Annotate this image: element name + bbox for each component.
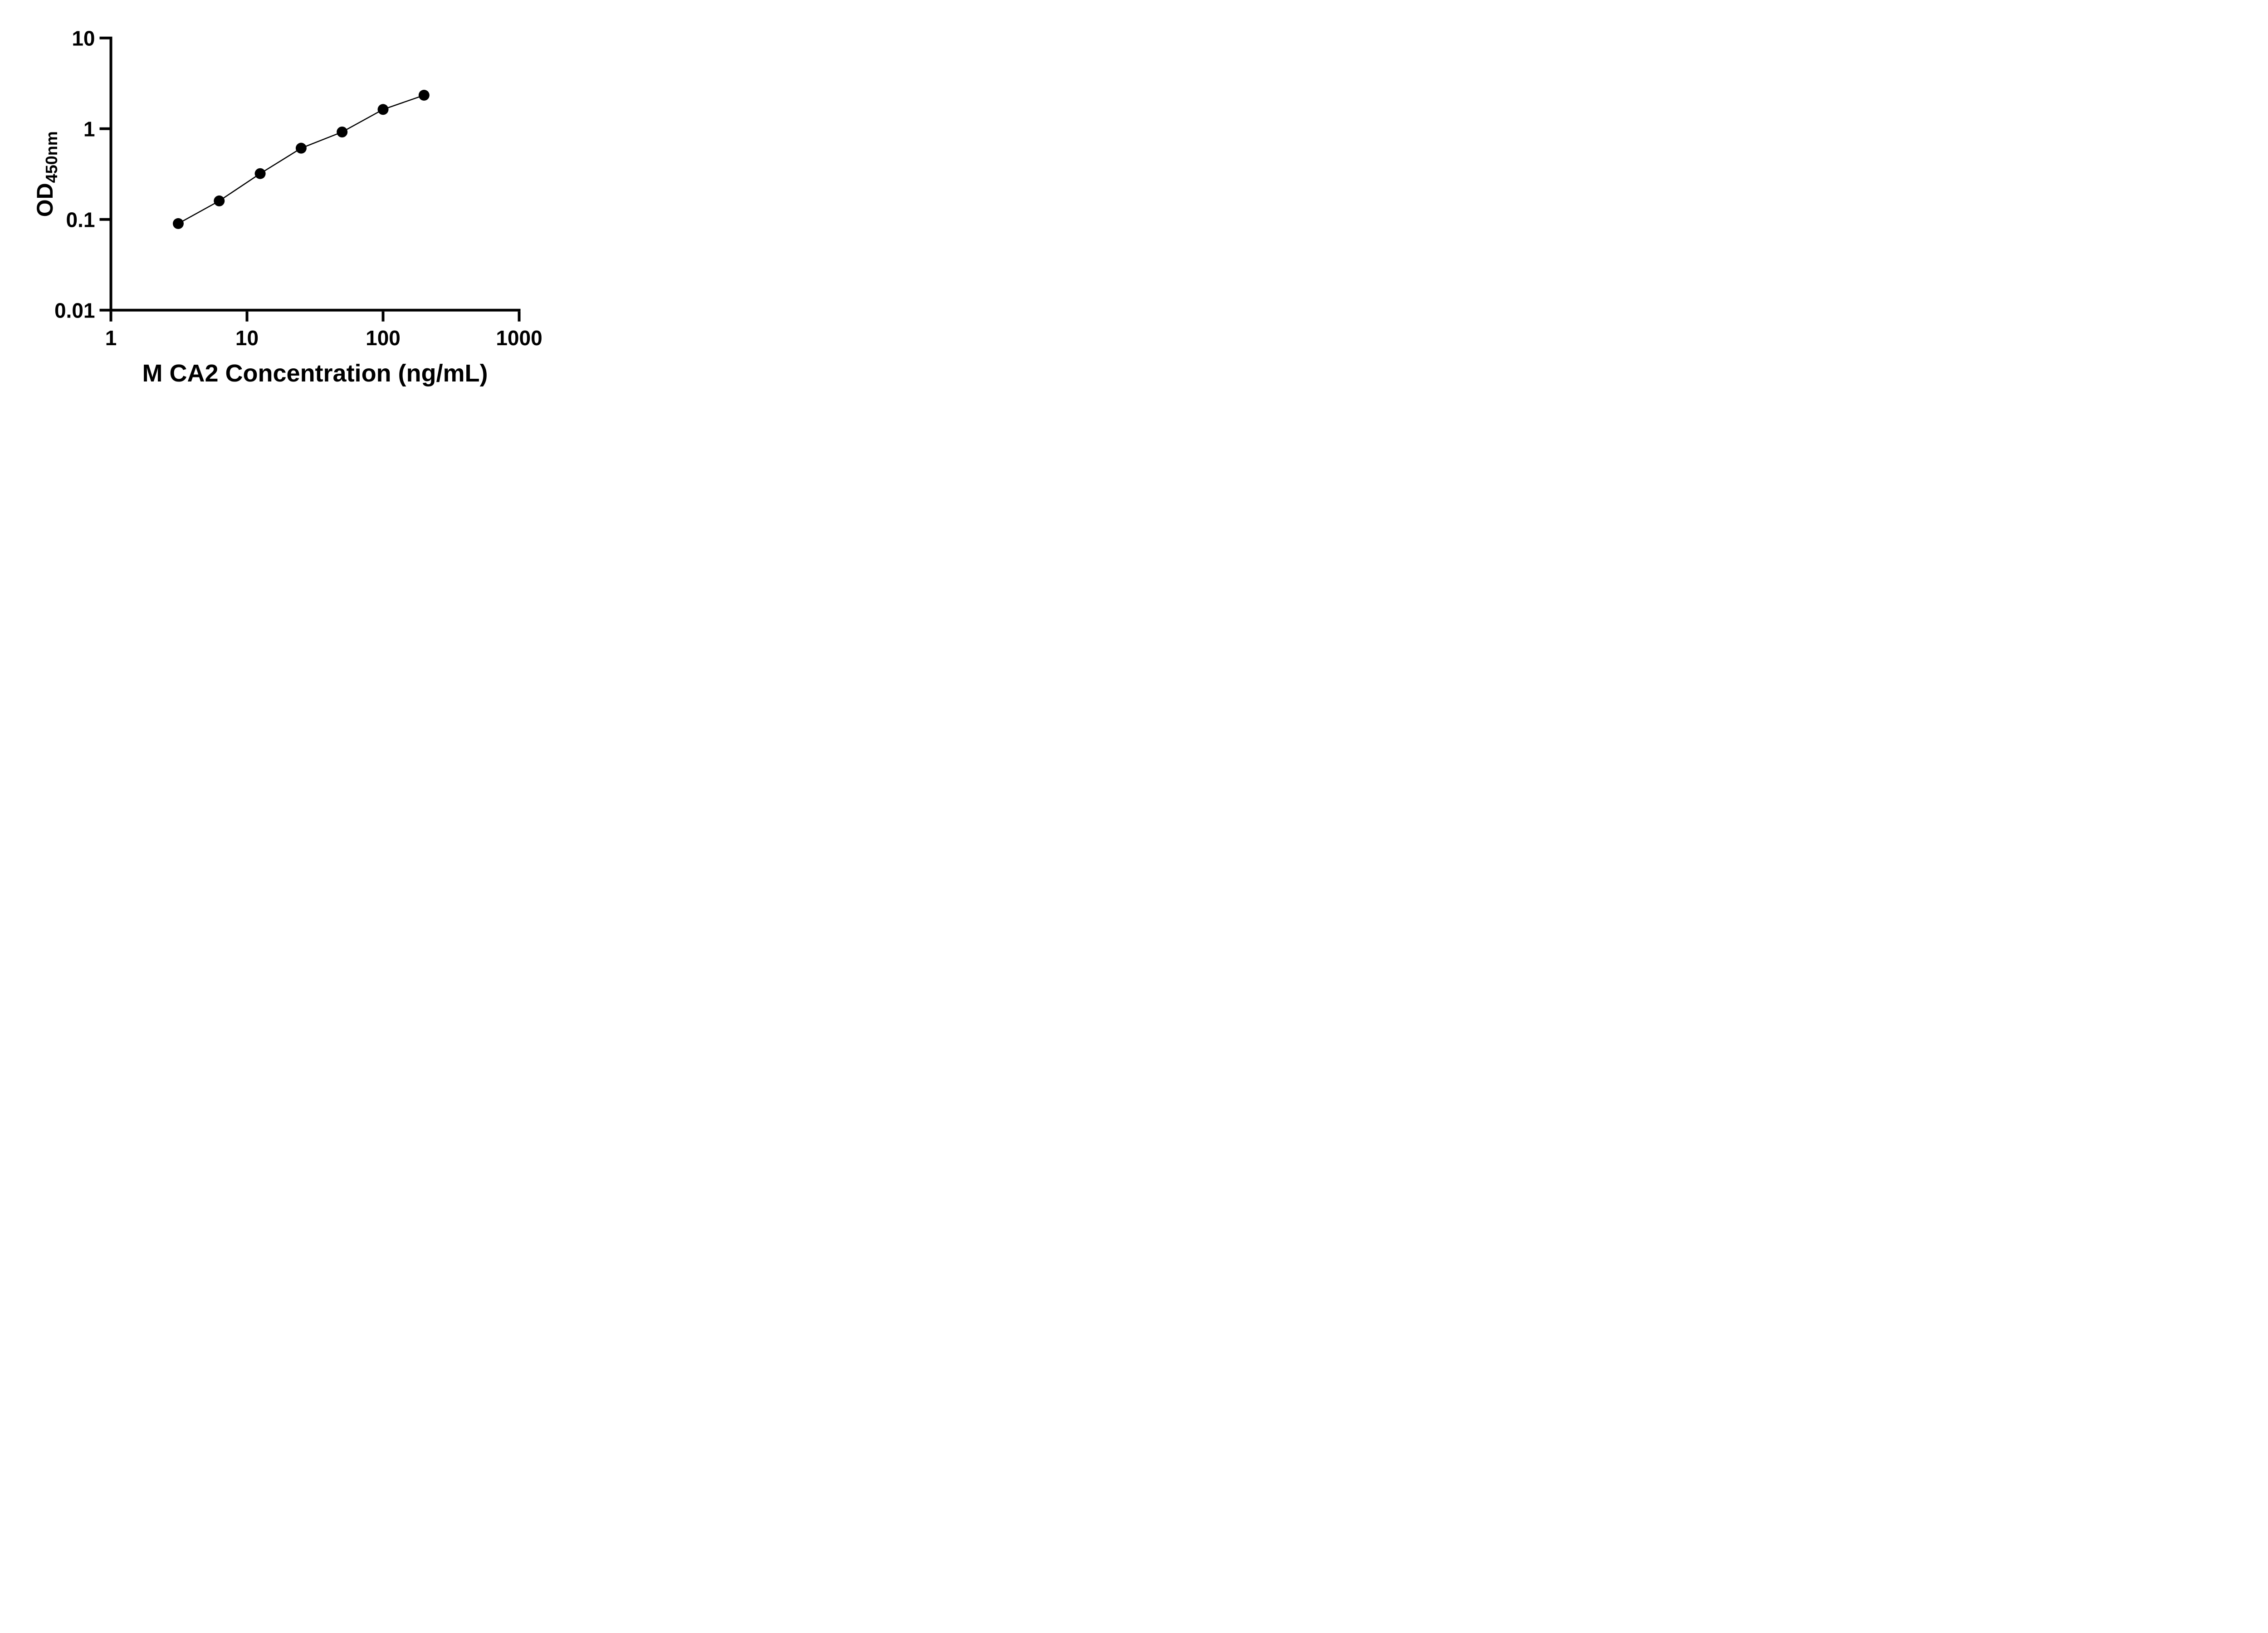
- data-point: [377, 104, 389, 115]
- elisa-standard-curve-figure: 0.01 0.1 1 10 1 10 100 1000 M CA2 Concentration…: [0, 0, 582, 408]
- y-axis-spine: [109, 36, 112, 312]
- y-axis-title-main: OD: [32, 183, 58, 217]
- data-point: [172, 218, 184, 229]
- y-tick-label: 0.01: [54, 298, 95, 322]
- y-tick-label: 1: [83, 117, 95, 141]
- x-tick-label: 1: [105, 326, 117, 350]
- x-tick: [245, 311, 249, 322]
- x-axis-title: M CA2 Concentration (ng/mL): [142, 360, 488, 387]
- x-tick-label: 1000: [496, 326, 542, 350]
- x-tick: [109, 311, 112, 322]
- standard-curve-chart: 0.01 0.1 1 10 1 10 100 1000 M CA2 Concentration…: [32, 26, 543, 387]
- y-tick-label: 0.1: [66, 208, 95, 231]
- y-axis-title-subscript: 450nm: [42, 131, 61, 183]
- y-axis-title: OD450nm: [32, 131, 61, 217]
- data-point: [418, 89, 430, 101]
- x-tick-label: 100: [366, 326, 401, 350]
- y-tick-label: 10: [72, 26, 95, 50]
- x-axis-spine: [99, 308, 521, 312]
- y-tick: [99, 36, 110, 39]
- y-tick: [99, 127, 110, 130]
- x-tick-label: 10: [235, 326, 259, 350]
- data-point: [295, 142, 307, 154]
- y-tick: [99, 218, 110, 221]
- data-point: [214, 195, 225, 206]
- data-point: [337, 126, 348, 137]
- data-point: [254, 168, 266, 179]
- x-tick: [518, 311, 521, 322]
- x-tick: [381, 311, 385, 322]
- chart-generated-layer: 0.01 0.1 1 10 1 10 100 1000: [54, 26, 543, 350]
